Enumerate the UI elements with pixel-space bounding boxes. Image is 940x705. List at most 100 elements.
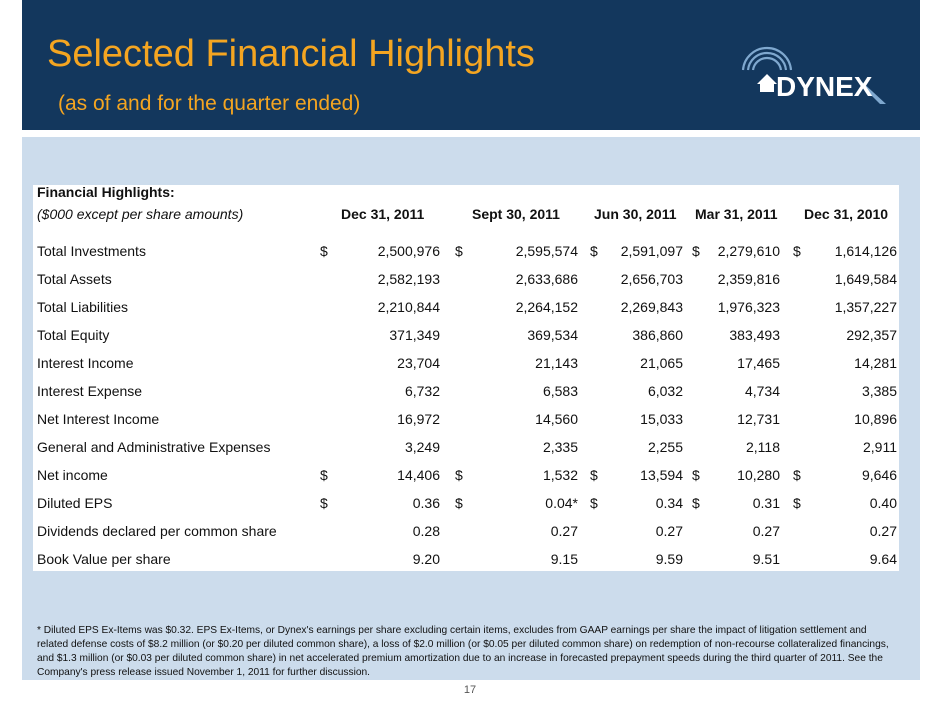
cell-value: 2,591,097 bbox=[620, 243, 683, 259]
cell-value: 13,594 bbox=[640, 467, 683, 483]
cell-value: 2,595,574 bbox=[515, 243, 578, 259]
cell-value: 9.51 bbox=[752, 551, 780, 567]
dollar-sign: $ bbox=[320, 467, 328, 483]
logo-mark-icon bbox=[741, 46, 886, 104]
dollar-sign: $ bbox=[793, 467, 801, 483]
cell-value: 15,033 bbox=[640, 411, 683, 427]
dollar-sign: $ bbox=[455, 495, 463, 511]
cell-value: 0.27 bbox=[655, 523, 683, 539]
cell-value: 1,976,323 bbox=[717, 299, 780, 315]
column-header: Dec 31, 2010 bbox=[804, 206, 889, 222]
cell-value: 1,614,126 bbox=[834, 243, 897, 259]
footnote: * Diluted EPS Ex-Items was $0.32. EPS Ex… bbox=[37, 625, 889, 678]
cell-value: 2,582,193 bbox=[377, 271, 440, 287]
cell-value: 6,583 bbox=[542, 383, 578, 399]
dollar-sign: $ bbox=[590, 495, 598, 511]
row-label: Net Interest Income bbox=[37, 411, 160, 427]
dollar-sign: $ bbox=[455, 467, 463, 483]
cell-value: 14,406 bbox=[397, 467, 440, 483]
cell-value: 2,210,844 bbox=[377, 299, 440, 315]
table-row: Total Equity 371,349 369,534 386,860 383,493… bbox=[0, 327, 940, 355]
row-label: Total Assets bbox=[37, 271, 112, 287]
table-row: Total Investments $2,500,976 $2,595,574 $2,… bbox=[0, 243, 940, 271]
table-row: Interest Expense 6,732 6,583 6,032 4,734 3,38… bbox=[0, 383, 940, 411]
cell-value: 12,731 bbox=[737, 411, 780, 427]
cell-value: 371,349 bbox=[389, 327, 440, 343]
cell-value: 0.34 bbox=[655, 495, 683, 511]
cell-value: 9.20 bbox=[412, 551, 440, 567]
row-label: General and Administrative Expenses bbox=[37, 439, 271, 455]
cell-value: 2,633,686 bbox=[515, 271, 578, 287]
cell-value: 1,532 bbox=[542, 467, 578, 483]
cell-value: 292,357 bbox=[846, 327, 897, 343]
cell-value: 2,911 bbox=[863, 439, 897, 455]
cell-value: 6,732 bbox=[404, 383, 440, 399]
dollar-sign: $ bbox=[692, 467, 700, 483]
row-label: Interest Income bbox=[37, 355, 134, 371]
dollar-sign: $ bbox=[793, 495, 801, 511]
table-row: Dividends declared per common share 0.28 0… bbox=[0, 523, 940, 551]
page-title: Selected Financial Highlights bbox=[47, 33, 535, 75]
cell-value: 14,560 bbox=[535, 411, 578, 427]
cell-value: 9,646 bbox=[861, 467, 897, 483]
cell-value: 2,118 bbox=[746, 439, 780, 455]
cell-value: 0.27 bbox=[550, 523, 578, 539]
cell-value: 2,656,703 bbox=[620, 271, 683, 287]
row-label: Total Investments bbox=[37, 243, 146, 259]
cell-value: 9.59 bbox=[655, 551, 683, 567]
cell-value: 0.28 bbox=[412, 523, 440, 539]
row-label: Total Liabilities bbox=[37, 299, 129, 315]
column-header: Dec 31, 2011 bbox=[341, 206, 425, 222]
cell-value: 383,493 bbox=[729, 327, 780, 343]
logo-text: DYNEX bbox=[776, 71, 873, 102]
cell-value: 10,280 bbox=[737, 467, 780, 483]
column-header: Sept 30, 2011 bbox=[472, 206, 560, 222]
table-subtitle: ($000 except per share amounts) bbox=[37, 206, 244, 222]
dollar-sign: $ bbox=[793, 243, 801, 259]
table-row: Diluted EPS $0.36 $0.04* $0.34 $0.31 $0.40 bbox=[0, 495, 940, 523]
cell-value: 3,249 bbox=[404, 439, 440, 455]
header-banner bbox=[22, 0, 920, 130]
cell-value: 2,335 bbox=[542, 439, 578, 455]
cell-value: 0.27 bbox=[869, 523, 897, 539]
cell-value: 10,896 bbox=[854, 411, 897, 427]
row-label: Total Equity bbox=[37, 327, 110, 343]
cell-value: 0.04* bbox=[545, 495, 578, 511]
cell-value: 2,264,152 bbox=[515, 299, 578, 315]
cell-value: 386,860 bbox=[632, 327, 683, 343]
table-row: Total Assets 2,582,193 2,633,686 2,656,703 2… bbox=[0, 271, 940, 299]
cell-value: 0.27 bbox=[752, 523, 780, 539]
table-row: Book Value per share 9.20 9.15 9.59 9.51 9.64 bbox=[0, 551, 940, 579]
dollar-sign: $ bbox=[692, 495, 700, 511]
page-number: 17 bbox=[463, 684, 477, 696]
dollar-sign: $ bbox=[320, 243, 328, 259]
row-label: Book Value per share bbox=[37, 551, 171, 567]
table-row: General and Administrative Expenses 3,249… bbox=[0, 439, 940, 467]
cell-value: 9.64 bbox=[869, 551, 897, 567]
dollar-sign: $ bbox=[320, 495, 328, 511]
cell-value: 14,281 bbox=[854, 355, 897, 371]
cell-value: 21,065 bbox=[640, 355, 683, 371]
financial-table bbox=[33, 185, 899, 571]
cell-value: 2,255 bbox=[647, 439, 683, 455]
cell-value: 1,649,584 bbox=[834, 271, 897, 287]
column-header: Jun 30, 2011 bbox=[594, 206, 677, 222]
row-label: Interest Expense bbox=[37, 383, 143, 399]
cell-value: 2,359,816 bbox=[717, 271, 780, 287]
cell-value: 2,269,843 bbox=[620, 299, 683, 315]
cell-value: 17,465 bbox=[737, 355, 780, 371]
cell-value: 21,143 bbox=[535, 355, 578, 371]
dynex-logo: DYNEX bbox=[740, 44, 890, 110]
table-row: Net income $14,406 $1,532 $13,594 $10,280 $9,… bbox=[0, 467, 940, 495]
dollar-sign: $ bbox=[455, 243, 463, 259]
table-row: Interest Income 23,704 21,143 21,065 17,465 1… bbox=[0, 355, 940, 383]
cell-value: 23,704 bbox=[397, 355, 440, 371]
cell-value: 2,279,610 bbox=[717, 243, 780, 259]
page-subtitle: (as of and for the quarter ended) bbox=[58, 92, 361, 115]
row-label: Net income bbox=[37, 467, 108, 483]
row-label: Diluted EPS bbox=[37, 495, 113, 511]
cell-value: 0.31 bbox=[752, 495, 780, 511]
table-row: Net Interest Income 16,972 14,560 15,033 12,… bbox=[0, 411, 940, 439]
cell-value: 0.40 bbox=[869, 495, 897, 511]
dollar-sign: $ bbox=[590, 243, 598, 259]
